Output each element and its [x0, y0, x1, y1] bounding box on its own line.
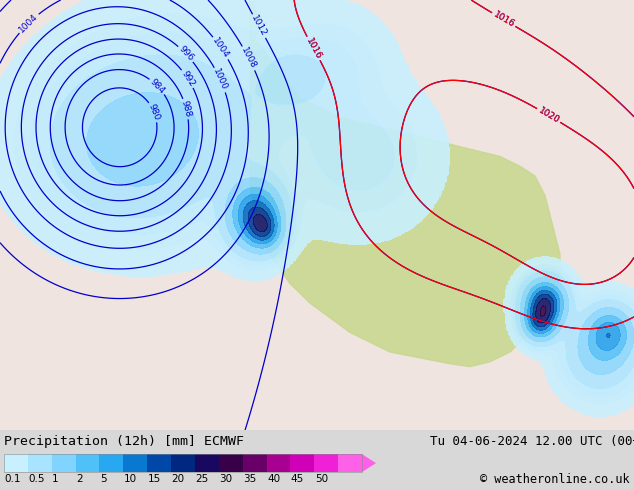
FancyBboxPatch shape — [28, 454, 52, 472]
Text: 45: 45 — [291, 474, 304, 484]
Polygon shape — [250, 0, 560, 367]
Text: 1016: 1016 — [491, 10, 516, 29]
Text: 996: 996 — [177, 45, 195, 63]
Text: 30: 30 — [219, 474, 233, 484]
Text: 1000: 1000 — [212, 68, 229, 92]
Text: 1004: 1004 — [17, 12, 40, 34]
Text: Precipitation (12h) [mm] ECMWF: Precipitation (12h) [mm] ECMWF — [4, 435, 244, 448]
FancyBboxPatch shape — [4, 454, 28, 472]
FancyBboxPatch shape — [124, 454, 147, 472]
Text: 980: 980 — [146, 102, 161, 122]
Text: Tu 04-06-2024 12.00 UTC (00+240): Tu 04-06-2024 12.00 UTC (00+240) — [430, 435, 634, 448]
Text: 1008: 1008 — [240, 46, 258, 71]
Text: 988: 988 — [179, 99, 193, 119]
Text: 10: 10 — [124, 474, 137, 484]
FancyBboxPatch shape — [52, 454, 75, 472]
FancyBboxPatch shape — [147, 454, 171, 472]
Polygon shape — [362, 454, 376, 472]
Text: 1020: 1020 — [536, 106, 561, 125]
Text: 1020: 1020 — [536, 106, 561, 125]
Text: 1: 1 — [52, 474, 59, 484]
FancyBboxPatch shape — [243, 454, 266, 472]
FancyBboxPatch shape — [290, 454, 314, 472]
FancyBboxPatch shape — [195, 454, 219, 472]
Text: 1016: 1016 — [304, 36, 323, 61]
Text: 992: 992 — [179, 69, 196, 88]
FancyBboxPatch shape — [100, 454, 124, 472]
FancyBboxPatch shape — [266, 454, 290, 472]
Text: 35: 35 — [243, 474, 256, 484]
Text: 50: 50 — [314, 474, 328, 484]
Text: 5: 5 — [100, 474, 107, 484]
Polygon shape — [0, 0, 634, 430]
Text: © weatheronline.co.uk: © weatheronline.co.uk — [481, 473, 630, 486]
FancyBboxPatch shape — [338, 454, 362, 472]
Text: 1012: 1012 — [250, 14, 268, 38]
Text: 984: 984 — [148, 77, 167, 96]
FancyBboxPatch shape — [75, 454, 100, 472]
Text: 20: 20 — [172, 474, 184, 484]
Text: 15: 15 — [148, 474, 161, 484]
FancyBboxPatch shape — [219, 454, 243, 472]
Text: 0.1: 0.1 — [4, 474, 21, 484]
Text: 1016: 1016 — [491, 10, 516, 29]
Text: 1004: 1004 — [210, 36, 231, 60]
Text: 25: 25 — [195, 474, 209, 484]
Text: 2: 2 — [76, 474, 82, 484]
Text: 40: 40 — [267, 474, 280, 484]
Text: 0.5: 0.5 — [29, 474, 45, 484]
Text: 1016: 1016 — [304, 36, 323, 61]
Bar — [4, 454, 362, 472]
FancyBboxPatch shape — [314, 454, 338, 472]
FancyBboxPatch shape — [171, 454, 195, 472]
